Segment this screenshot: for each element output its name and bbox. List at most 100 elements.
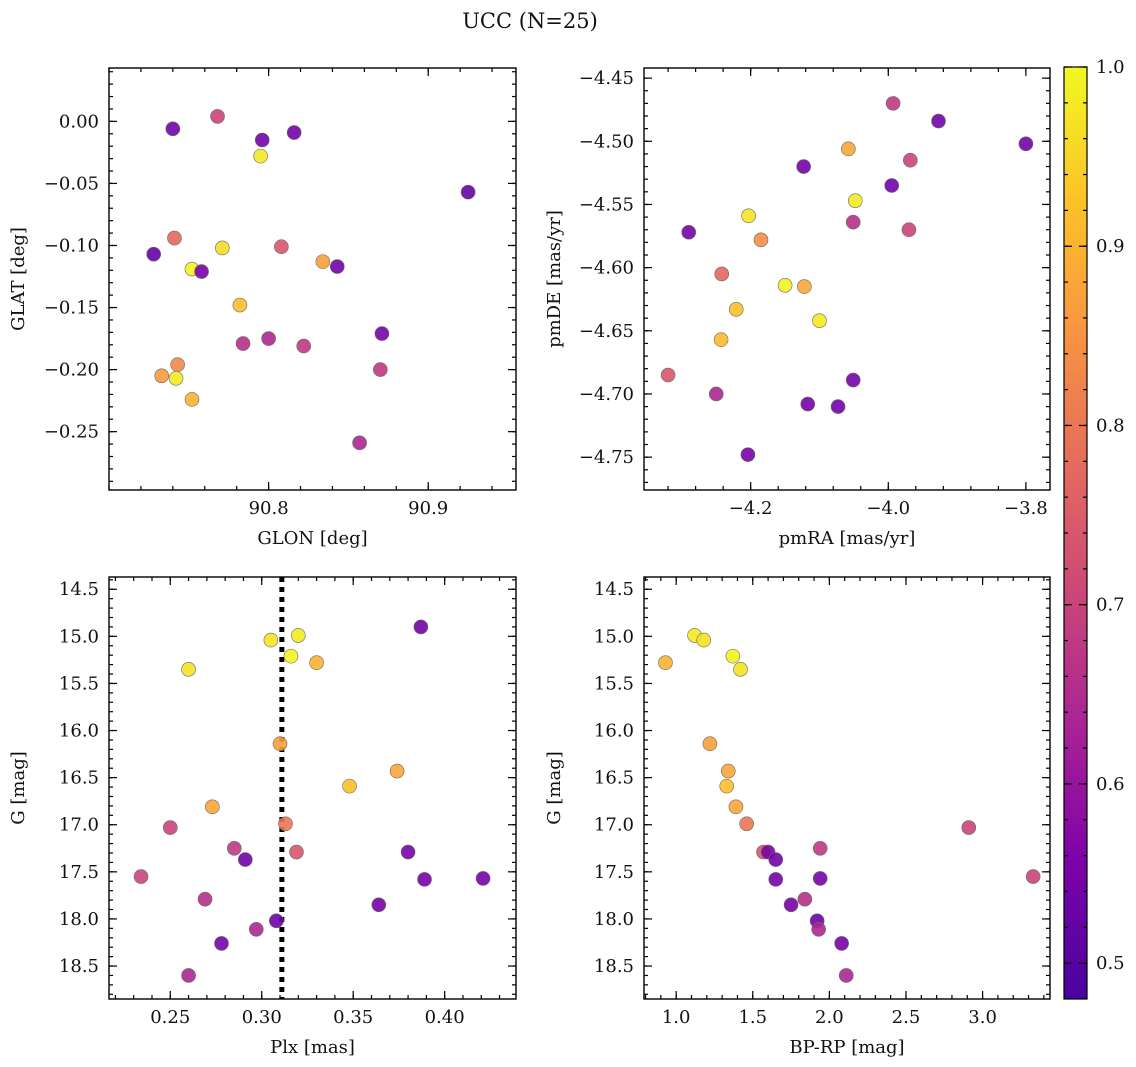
plot-frame (108, 576, 517, 1000)
data-point (417, 872, 432, 887)
x-tick-label: 1.0 (662, 1007, 691, 1028)
data-point (214, 936, 229, 951)
y-axis-label: G [mag] (8, 751, 29, 824)
y-tick-label: −4.60 (579, 258, 634, 279)
x-axis-label: pmRA [mas/yr] (779, 528, 916, 549)
colorbar-tick-label: 0.6 (1096, 774, 1125, 795)
data-point (796, 159, 811, 174)
data-point (830, 399, 846, 414)
data-point (768, 852, 784, 867)
x-tick-label: −3.8 (1004, 498, 1048, 519)
x-tick-label: 0.35 (333, 1007, 373, 1028)
data-point (389, 763, 405, 779)
y-tick-label: −4.75 (579, 447, 634, 468)
y-tick-label: 15.0 (59, 626, 99, 647)
data-point (194, 264, 209, 279)
x-tick-label: 2.0 (815, 1007, 844, 1028)
x-tick-label: 90.9 (408, 498, 448, 519)
data-point (374, 326, 390, 341)
data-point (215, 240, 230, 256)
data-point (296, 338, 312, 354)
data-point (371, 897, 387, 913)
data-point (885, 96, 901, 111)
data-point (291, 628, 306, 643)
data-point (170, 357, 185, 372)
data-point (168, 370, 184, 386)
colorbar-tick-label: 0.9 (1096, 236, 1125, 257)
colorbar-tick-label: 0.5 (1096, 953, 1125, 974)
y-tick-label: 16.5 (594, 768, 634, 789)
x-axis-label: Plx [mas] (270, 1037, 355, 1058)
x-tick-label: 0.30 (242, 1007, 282, 1028)
y-tick-label: 14.5 (59, 579, 99, 600)
y-tick-label: 15.5 (594, 673, 634, 694)
data-point (753, 232, 769, 248)
data-point (309, 655, 324, 671)
x-tick-label: −4.0 (866, 498, 910, 519)
data-point (740, 447, 756, 462)
y-tick-label: −4.55 (579, 194, 634, 215)
colorbar-tick-label: 0.7 (1096, 595, 1125, 616)
y-tick-label: 17.5 (594, 862, 634, 883)
data-point (181, 662, 196, 677)
y-tick-label: 16.0 (594, 721, 634, 742)
y-tick-label: −0.25 (44, 422, 99, 443)
y-tick-label: 15.5 (59, 673, 99, 694)
data-point (165, 121, 181, 137)
y-tick-label: −0.10 (44, 235, 99, 256)
y-axis-label: pmDE [mas/yr] (544, 210, 565, 348)
data-point (400, 844, 416, 860)
y-axis-label: GLAT [deg] (8, 227, 29, 331)
data-point (901, 222, 917, 238)
y-tick-label: 18.5 (594, 956, 634, 977)
y-tick-label: −0.20 (44, 360, 99, 381)
y-tick-label: 17.0 (59, 815, 99, 836)
colorbar: 0.5 0.6 0.7 0.8 0.9 1.0 (1063, 57, 1125, 1000)
x-tick-label: 3.0 (968, 1007, 997, 1028)
data-point (274, 239, 289, 255)
data-point (248, 921, 264, 937)
data-point (181, 968, 196, 983)
data-point (342, 778, 357, 794)
y-tick-label: −4.70 (579, 384, 634, 405)
x-tick-label: 90.8 (249, 498, 289, 519)
y-tick-label: 18.0 (59, 909, 99, 930)
data-point (797, 279, 812, 294)
data-point (154, 368, 169, 384)
y-tick-label: 17.5 (59, 862, 99, 883)
data-point (733, 662, 748, 677)
data-point (278, 816, 293, 832)
data-point (719, 778, 735, 794)
data-point (235, 336, 251, 351)
y-tick-label: 18.0 (594, 909, 634, 930)
data-point (696, 632, 712, 648)
data-point (903, 152, 918, 168)
data-point (834, 936, 849, 951)
scatter-panels: 90.8 90.9 0.00 −0.05 −0.10 −0.15 −0.20 −0.25 GLO… (8, 67, 1051, 1058)
data-point (728, 799, 744, 815)
data-point (373, 362, 388, 377)
data-point (237, 852, 253, 867)
data-point (720, 763, 736, 779)
data-point (289, 844, 304, 860)
data-point (227, 840, 242, 856)
y-tick-label: 16.5 (59, 768, 99, 789)
x-tick-label: 2.5 (892, 1007, 921, 1028)
data-point (739, 816, 754, 832)
data-point (797, 891, 813, 907)
y-tick-label: 0.00 (59, 111, 99, 132)
data-point (146, 246, 161, 262)
y-tick-label: 17.0 (594, 815, 634, 836)
data-point (283, 648, 299, 664)
data-point (800, 396, 816, 412)
x-tick-label: 1.5 (738, 1007, 767, 1028)
y-tick-label: −4.45 (579, 68, 634, 89)
data-point (263, 632, 279, 648)
data-point (884, 178, 900, 193)
data-point (713, 332, 729, 347)
data-point (253, 148, 268, 164)
data-point (413, 619, 429, 635)
data-point (783, 897, 799, 913)
data-point (812, 840, 828, 856)
data-point (210, 109, 225, 124)
